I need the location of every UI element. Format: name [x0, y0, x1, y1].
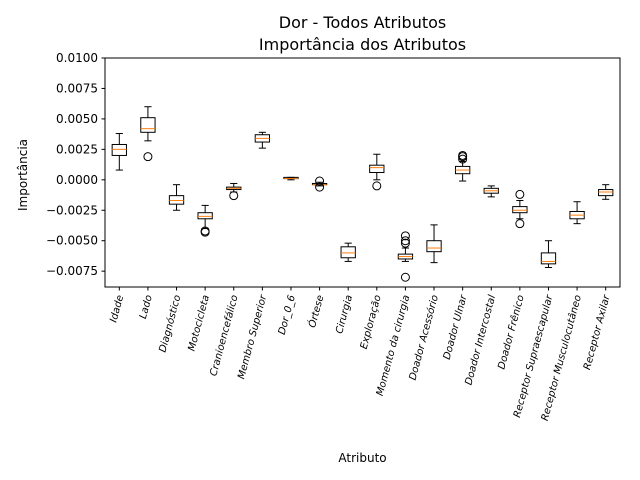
box-18 — [598, 184, 614, 200]
outlier-point — [372, 181, 382, 191]
iqr-box — [426, 240, 442, 253]
x-tick-label: Cranioencefálico — [207, 294, 240, 378]
x-tick-label: Cirurgia — [334, 294, 355, 335]
y-tick-label: −0.0075 — [46, 264, 98, 278]
y-tick-label: 0.0050 — [56, 112, 98, 126]
outlier-point — [458, 150, 468, 160]
outlier-point — [200, 227, 210, 237]
y-tick-label: −0.0050 — [46, 234, 98, 248]
box-15 — [512, 189, 528, 229]
y-tick-label: 0.0000 — [56, 173, 98, 187]
x-tick-label: Motocicleta — [187, 294, 213, 352]
y-axis: 0.0100 0.0075 0.0050 0.0025 0.0000 −0.0025 −0.… — [46, 51, 105, 278]
box-10 — [369, 153, 385, 191]
box-11 — [397, 231, 414, 282]
outlier-point — [400, 236, 410, 246]
iqr-box — [512, 206, 528, 214]
box-7 — [283, 176, 299, 181]
chart-subtitle: Importância dos Atributos — [259, 35, 466, 54]
iqr-box — [111, 143, 127, 156]
iqr-box — [340, 246, 356, 259]
outlier-point — [515, 189, 525, 199]
x-tick-label: Doador Frênico — [495, 294, 526, 371]
outlier-point — [458, 154, 468, 164]
box-1 — [111, 133, 127, 171]
x-tick-label: Membro Superior — [236, 293, 269, 380]
outlier-point — [515, 219, 525, 229]
iqr-box — [598, 189, 614, 197]
outlier-point — [315, 176, 325, 186]
box-4 — [197, 204, 213, 237]
y-tick-label: 0.0075 — [56, 81, 98, 95]
y-tick-label: 0.0025 — [56, 142, 98, 156]
box-14 — [483, 185, 499, 198]
y-tick-label: −0.0025 — [46, 203, 98, 217]
box-5 — [226, 182, 242, 201]
x-tick-label: Momento da cirurgia — [375, 294, 413, 397]
y-axis-label: Importância — [16, 139, 30, 211]
x-tick-label: Doador Ulnar — [442, 293, 470, 361]
x-tick-label: Doador Intercostal — [463, 294, 498, 387]
iqr-box — [168, 195, 185, 205]
outlier-point — [400, 231, 410, 241]
x-tick-label: Doador Acessório — [407, 294, 441, 382]
y-tick-label: 0.0100 — [56, 51, 98, 65]
outlier-point — [400, 238, 410, 248]
box-13 — [454, 150, 471, 182]
box-8 — [311, 176, 328, 192]
iqr-box — [197, 212, 213, 220]
outlier-point — [143, 152, 153, 162]
x-tick-label: Exploração — [359, 294, 384, 350]
box-6 — [254, 131, 271, 149]
x-tick-label: Diagnóstico — [157, 294, 184, 354]
outlier-point — [400, 272, 410, 282]
plot-area — [104, 57, 621, 288]
box-3 — [168, 184, 185, 211]
box-9 — [340, 242, 356, 262]
x-tick-label: Receptor Axilar — [582, 293, 613, 371]
chart-title: Dor - Todos Atributos — [279, 13, 447, 32]
x-tick-label: Dor_0_6 — [277, 294, 298, 336]
iqr-box — [540, 252, 557, 265]
x-axis-label: Atributo — [338, 451, 386, 465]
box-16 — [540, 240, 557, 269]
box-17 — [569, 201, 585, 225]
x-axis: Idade Lado Diagnóstico MotocicletaCranioenc… — [108, 287, 613, 422]
iqr-box — [369, 164, 385, 173]
x-tick-label: Órtese — [305, 293, 326, 329]
plot-frame — [104, 57, 621, 288]
box-12 — [426, 224, 442, 264]
x-tick-label: Idade — [108, 294, 126, 324]
outlier-point — [229, 191, 239, 201]
box-2 — [140, 106, 156, 162]
x-tick-label: Lado — [138, 294, 155, 320]
iqr-box — [140, 117, 156, 133]
outlier-point — [315, 182, 325, 192]
